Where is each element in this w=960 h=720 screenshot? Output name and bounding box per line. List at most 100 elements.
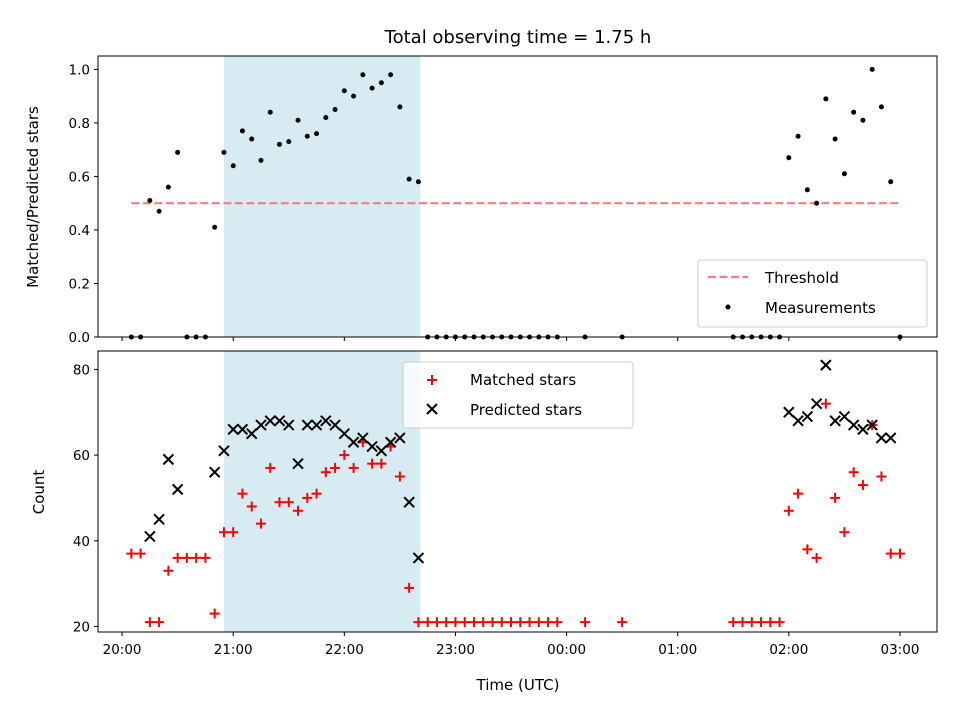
matched-star-point	[552, 617, 563, 628]
measurement-point	[258, 157, 264, 163]
x-tick-label: 00:00	[547, 642, 586, 658]
predicted-star-point	[171, 483, 184, 496]
measurement-point	[851, 109, 857, 115]
matched-star-point	[376, 458, 387, 469]
matched-star-point	[265, 462, 276, 473]
y-tick-label: 20	[73, 619, 90, 635]
predicted-star-point	[412, 552, 425, 564]
predicted-star-point	[218, 445, 230, 457]
predicted-star-point	[820, 359, 832, 371]
bottom-shaded-span	[223, 351, 421, 632]
measurement-point	[832, 136, 838, 142]
legend-matched-label: Matched stars	[470, 371, 576, 389]
legend-measurements-swatch	[725, 304, 731, 310]
matched-star-point	[811, 552, 822, 563]
top-legend: Threshold Measurements	[697, 259, 928, 328]
measurement-point	[804, 187, 810, 193]
bottom-y-axis-label: Count	[30, 470, 48, 515]
predicted-star-point	[384, 436, 397, 448]
matched-star-point	[830, 492, 841, 503]
matched-star-point	[246, 501, 257, 512]
predicted-star-point	[246, 427, 258, 440]
matched-star-point	[848, 467, 859, 478]
predicted-star-point	[273, 415, 286, 427]
predicted-star-point	[857, 423, 869, 436]
predicted-star-point	[320, 415, 332, 427]
measurement-point	[369, 85, 375, 91]
matched-star-point	[135, 548, 146, 559]
y-tick-label: 0.8	[69, 116, 90, 132]
predicted-star-point	[162, 453, 175, 466]
measurement-point	[814, 200, 820, 206]
measurement-point	[332, 107, 338, 113]
top-panel: 0.0 0.2 0.4 0.6 0.8 1.0 Matched/Predicted sta…	[24, 55, 938, 346]
matched-star-point	[126, 548, 137, 559]
top-axes-frame	[97, 55, 938, 338]
measurement-point	[239, 128, 245, 134]
matched-star-point	[524, 617, 535, 628]
bottom-legend: Matched stars Predicted stars	[402, 361, 634, 429]
matched-star-point	[894, 548, 905, 559]
bottom-y-axis: 20 40 60 80	[73, 362, 98, 635]
matched-star-point	[404, 582, 415, 593]
matched-star-point	[783, 505, 794, 516]
predicted-star-point	[236, 423, 249, 436]
measurement-point	[841, 171, 847, 177]
legend-threshold-label: Threshold	[764, 269, 839, 287]
predicted-star-point	[208, 466, 221, 478]
matched-star-point	[200, 552, 211, 563]
matched-star-point	[237, 488, 248, 499]
predicted-star-point	[292, 457, 304, 470]
matched-star-point	[793, 488, 804, 499]
matched-star-point	[459, 617, 470, 628]
matched-star-point	[802, 544, 813, 555]
measurement-point	[869, 66, 875, 72]
x-tick-label: 02:00	[769, 642, 808, 658]
matched-star-point	[348, 462, 359, 473]
predicted-star-point	[255, 419, 267, 431]
matched-star-point	[441, 617, 452, 628]
matched-star-point	[820, 398, 831, 409]
matched-star-point	[533, 617, 544, 628]
matched-star-point	[746, 617, 757, 628]
measurement-point	[277, 141, 283, 147]
predicted-star-point	[264, 415, 276, 427]
matched-star-point	[728, 617, 739, 628]
predicted-star-point	[338, 427, 351, 440]
measurement-point	[360, 72, 366, 78]
figure-title: Total observing time = 1.75 h	[384, 27, 652, 48]
matched-star-point	[737, 617, 748, 628]
measurement-point	[351, 93, 357, 99]
predicted-star-point	[366, 440, 378, 453]
matched-star-point	[181, 552, 192, 563]
y-tick-label: 80	[73, 362, 90, 378]
predicted-star-point	[792, 415, 804, 427]
matched-star-point	[154, 617, 165, 628]
matched-star-point	[774, 617, 785, 628]
matched-star-point	[506, 617, 517, 628]
measurement-point	[786, 155, 792, 161]
top-legend-box	[697, 259, 928, 328]
measurement-point	[156, 208, 162, 214]
measurement-point	[267, 109, 273, 115]
matched-star-point	[496, 617, 507, 628]
measurement-point	[221, 149, 227, 155]
x-tick-label: 03:00	[881, 642, 920, 658]
matched-star-point	[367, 458, 378, 469]
matched-star-point	[339, 450, 350, 461]
predicted-star-point	[301, 419, 313, 431]
matched-star-point	[394, 471, 405, 482]
matched-star-point	[765, 617, 776, 628]
matched-star-point	[172, 552, 183, 563]
measurement-point	[147, 198, 153, 204]
predicted-star-point	[884, 432, 897, 444]
matched-star-point	[839, 527, 850, 538]
y-tick-label: 60	[73, 448, 90, 464]
measurement-point	[165, 184, 171, 190]
matched-star-point	[144, 617, 155, 628]
y-tick-label: 0.2	[69, 276, 90, 292]
matched-star-point	[302, 492, 313, 503]
matched-star-point	[431, 617, 442, 628]
matched-star-point	[468, 617, 479, 628]
